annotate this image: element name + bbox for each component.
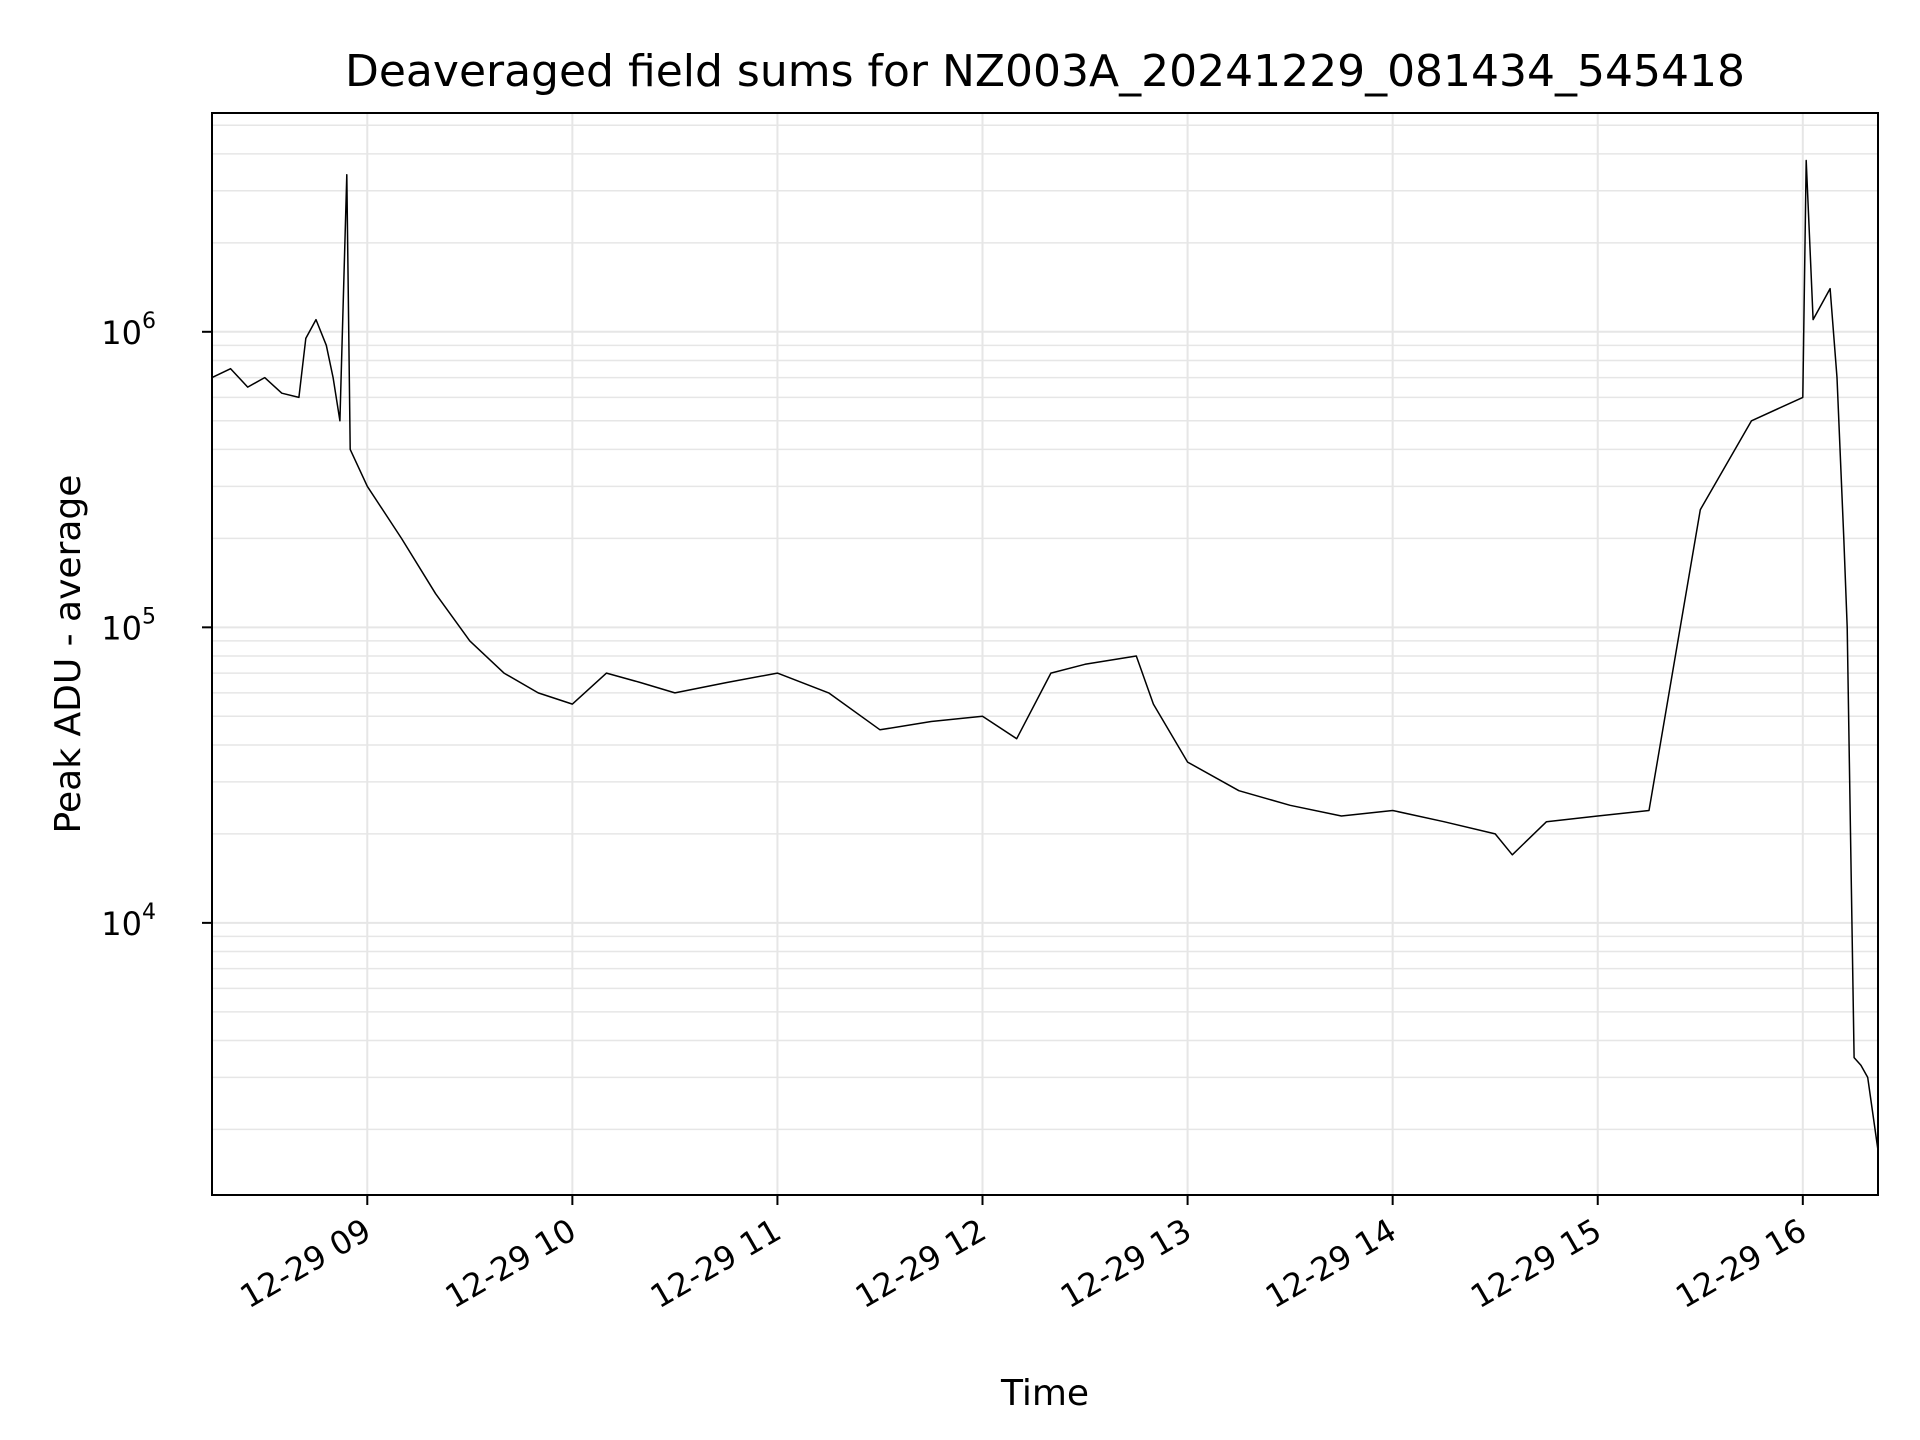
y-tick-exponent: 6	[142, 309, 156, 334]
series-line	[211, 159, 1879, 1151]
y-tick-exponent: 4	[142, 900, 156, 925]
y-axis-label: Peak ADU - average	[48, 475, 89, 834]
plot-frame	[211, 112, 1879, 1196]
y-tick-exponent: 5	[142, 604, 156, 629]
grid	[212, 113, 1878, 1195]
chart-title: Deaveraged field sums for NZ003A_2024122…	[345, 46, 1745, 97]
series-layer	[211, 159, 1879, 1151]
x-axis-label: Time	[1000, 1373, 1089, 1414]
